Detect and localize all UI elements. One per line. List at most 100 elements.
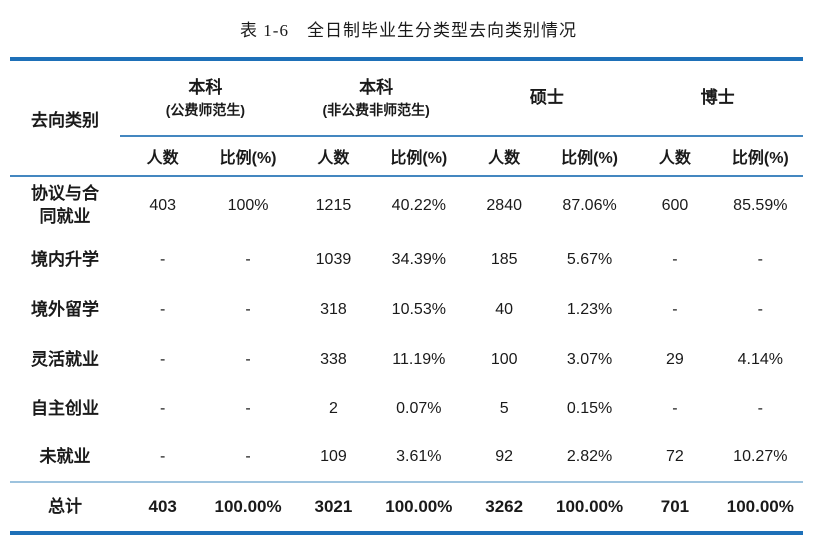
total-count: 3021: [314, 497, 353, 516]
subheader-count: 人数: [658, 150, 691, 167]
group-subtitle: (公费师范生): [165, 102, 246, 119]
table-row: 境内升学 - - 1039 34.39% 185 5.67% - -: [10, 235, 803, 285]
row-label-text: 境外留学: [31, 299, 99, 319]
cell-count: 100: [490, 351, 518, 368]
cell-count: -: [160, 400, 166, 417]
cell-count: 1039: [315, 251, 352, 268]
cell-count: 185: [490, 251, 518, 268]
row-label-text: 协议与合同就业: [31, 184, 99, 226]
cell-count: 2: [328, 400, 338, 417]
table-title: 表 1-6 全日制毕业生分类型去向类别情况: [240, 21, 577, 40]
total-ratio: 100.00%: [556, 497, 624, 516]
cell-count: 109: [320, 448, 347, 465]
subheader-count: 人数: [146, 150, 179, 167]
subheader-ratio: 比例(%): [219, 150, 277, 167]
row-label: 境内升学: [10, 235, 120, 285]
cell-ratio: -: [757, 400, 763, 417]
row-label: 协议与合同就业: [10, 177, 120, 235]
data-table: 去向类别 本科 (公费师范生) 本科 (非公费非师范生) 硕士 博士 人数 比例…: [10, 57, 803, 535]
cell-ratio: 0.15%: [566, 400, 613, 417]
cell-ratio: -: [245, 448, 251, 465]
cell-ratio: 3.61%: [396, 448, 442, 465]
row-label: 自主创业: [10, 385, 120, 433]
cell-ratio: 2.82%: [566, 448, 613, 465]
cell-ratio: 1.23%: [566, 301, 613, 318]
group-header-shuoshi: 硕士: [461, 61, 633, 137]
cell-count: 92: [495, 448, 514, 465]
cell-count: 318: [320, 301, 347, 318]
cell-count: -: [672, 251, 678, 268]
total-ratio: 100.00%: [385, 497, 453, 516]
table-header: 去向类别 本科 (公费师范生) 本科 (非公费非师范生) 硕士 博士 人数 比例…: [10, 61, 803, 177]
subheader-count: 人数: [488, 150, 521, 167]
cell-ratio: -: [245, 251, 251, 268]
cell-ratio: 5.67%: [566, 251, 613, 268]
row-label-text: 未就业: [39, 446, 91, 466]
cell-ratio: 10.53%: [391, 301, 446, 318]
cell-count: 2840: [486, 197, 522, 214]
total-label: 总计: [10, 483, 120, 531]
row-label-text: 境内升学: [31, 249, 99, 269]
total-label-text: 总计: [48, 496, 82, 516]
cell-count: 40: [495, 301, 514, 318]
cell-ratio: 100%: [227, 197, 269, 214]
subheader-ratio: 比例(%): [390, 150, 448, 167]
cell-ratio: 87.06%: [562, 197, 617, 214]
cell-ratio: 34.39%: [391, 251, 446, 268]
group-title: 硕士: [529, 88, 564, 108]
cell-count: 600: [661, 197, 689, 214]
total-count: 3262: [485, 497, 524, 516]
cell-ratio: 40.22%: [391, 197, 446, 214]
cell-count: 403: [149, 197, 177, 214]
cell-ratio: -: [245, 351, 251, 368]
group-header-benke-feigongfei: 本科 (非公费非师范生): [290, 61, 462, 137]
total-count: 403: [148, 497, 177, 516]
total-row: 总计 403 100.00% 3021 100.00% 3262 100.00%…: [10, 481, 803, 531]
group-header-boshi: 博士: [632, 61, 803, 137]
subheader-ratio: 比例(%): [561, 150, 618, 167]
subheader-ratio: 比例(%): [731, 150, 789, 167]
cell-count: -: [160, 301, 166, 318]
cell-ratio: 11.19%: [392, 351, 446, 368]
cell-ratio: 3.07%: [566, 351, 613, 368]
cell-count: -: [160, 251, 166, 268]
cell-ratio: 0.07%: [396, 400, 442, 417]
cell-count: 72: [666, 448, 684, 465]
cell-count: -: [672, 400, 678, 417]
cell-ratio: 85.59%: [733, 197, 788, 214]
row-label: 境外留学: [10, 285, 120, 335]
cell-ratio: 4.14%: [737, 351, 783, 368]
subheader-count: 人数: [317, 150, 350, 167]
group-title: 博士: [700, 88, 735, 108]
table-row: 灵活就业 - - 338 11.19% 100 3.07% 29 4.14%: [10, 335, 803, 385]
group-subtitle: (非公费非师范生): [322, 102, 430, 119]
table-row: 未就业 - - 109 3.61% 92 2.82% 72 10.27%: [10, 433, 803, 481]
group-title: 本科: [359, 77, 394, 97]
cell-ratio: -: [757, 301, 763, 318]
group-header-benke-gongfei: 本科 (公费师范生): [120, 61, 291, 137]
cell-count: 5: [499, 400, 509, 417]
total-ratio: 100.00%: [726, 497, 794, 516]
corner-header: 去向类别: [31, 110, 99, 130]
table-row: 协议与合同就业 403 100% 1215 40.22% 2840 87.06%…: [10, 177, 803, 235]
cell-count: -: [672, 301, 678, 318]
row-label: 未就业: [10, 433, 120, 481]
row-label: 灵活就业: [10, 335, 120, 385]
cell-count: -: [160, 448, 166, 465]
row-label-text: 灵活就业: [31, 349, 99, 369]
cell-count: 338: [320, 351, 347, 368]
cell-ratio: 10.27%: [733, 448, 788, 465]
cell-count: 29: [666, 351, 684, 368]
total-ratio: 100.00%: [214, 497, 282, 516]
cell-ratio: -: [757, 251, 763, 268]
cell-count: 1215: [315, 197, 352, 214]
cell-ratio: -: [245, 400, 251, 417]
total-count: 701: [660, 497, 690, 516]
row-label-text: 自主创业: [31, 398, 99, 418]
table-row: 自主创业 - - 2 0.07% 5 0.15% - -: [10, 385, 803, 433]
cell-count: -: [160, 351, 166, 368]
group-title: 本科: [188, 77, 223, 97]
table-row: 境外留学 - - 318 10.53% 40 1.23% - -: [10, 285, 803, 335]
cell-ratio: -: [245, 301, 251, 318]
